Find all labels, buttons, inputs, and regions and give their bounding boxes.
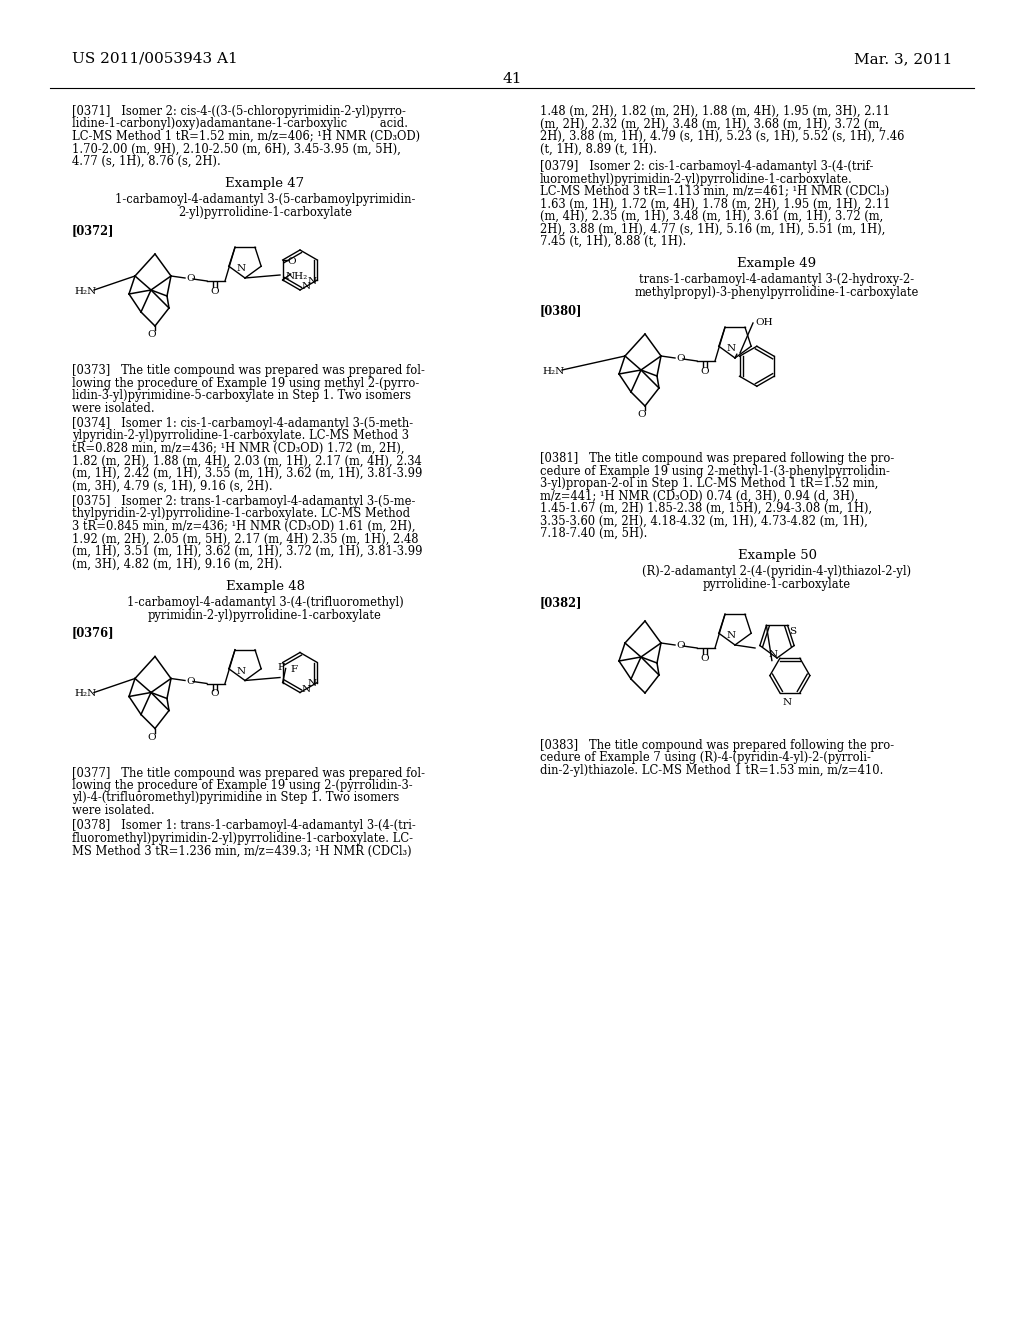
Text: N: N <box>302 685 311 693</box>
Text: [0372]: [0372] <box>72 224 115 238</box>
Text: 1.82 (m, 2H), 1.88 (m, 4H), 2.03 (m, 1H), 2.17 (m, 4H), 2.34: 1.82 (m, 2H), 1.88 (m, 4H), 2.03 (m, 1H)… <box>72 454 422 467</box>
Text: N: N <box>237 667 246 676</box>
Text: ylpyridin-2-yl)pyrrolidine-1-carboxylate. LC-MS Method 3: ylpyridin-2-yl)pyrrolidine-1-carboxylate… <box>72 429 409 442</box>
Text: [0376]: [0376] <box>72 627 115 639</box>
Text: [0380]: [0380] <box>540 304 583 317</box>
Text: F: F <box>291 664 298 673</box>
Text: lowing the procedure of Example 19 using 2-(pyrrolidin-3-: lowing the procedure of Example 19 using… <box>72 779 413 792</box>
Text: O: O <box>211 286 219 296</box>
Text: (R)-2-adamantyl 2-(4-(pyridin-4-yl)thiazol-2-yl): (R)-2-adamantyl 2-(4-(pyridin-4-yl)thiaz… <box>642 565 911 578</box>
Text: (t, 1H), 8.89 (t, 1H).: (t, 1H), 8.89 (t, 1H). <box>540 143 657 156</box>
Text: [0373]   The title compound was prepared was prepared fol-: [0373] The title compound was prepared w… <box>72 364 425 378</box>
Text: m/z=441; ¹H NMR (CD₃OD) 0.74 (d, 3H), 0.94 (d, 3H),: m/z=441; ¹H NMR (CD₃OD) 0.74 (d, 3H), 0.… <box>540 490 858 503</box>
Text: LC-MS Method 1 tR=1.52 min, m/z=406; ¹H NMR (CD₃OD): LC-MS Method 1 tR=1.52 min, m/z=406; ¹H … <box>72 129 420 143</box>
Text: NH₂: NH₂ <box>286 272 308 281</box>
Text: trans-1-carbamoyl-4-adamantyl 3-(2-hydroxy-2-: trans-1-carbamoyl-4-adamantyl 3-(2-hydro… <box>639 273 914 286</box>
Text: methylpropyl)-3-phenylpyrrolidine-1-carboxylate: methylpropyl)-3-phenylpyrrolidine-1-carb… <box>635 286 920 300</box>
Text: MS Method 3 tR=1.236 min, m/z=439.3; ¹H NMR (CDCl₃): MS Method 3 tR=1.236 min, m/z=439.3; ¹H … <box>72 845 412 858</box>
Text: were isolated.: were isolated. <box>72 804 155 817</box>
Text: O: O <box>676 354 685 363</box>
Text: N: N <box>302 282 311 290</box>
Text: O: O <box>638 411 646 418</box>
Text: (m, 3H), 4.82 (m, 1H), 9.16 (m, 2H).: (m, 3H), 4.82 (m, 1H), 9.16 (m, 2H). <box>72 557 283 570</box>
Text: O: O <box>211 689 219 698</box>
Text: (m, 3H), 4.79 (s, 1H), 9.16 (s, 2H).: (m, 3H), 4.79 (s, 1H), 9.16 (s, 2H). <box>72 479 272 492</box>
Text: F: F <box>278 663 285 672</box>
Text: N: N <box>726 631 735 640</box>
Text: (m, 1H), 3.51 (m, 1H), 3.62 (m, 1H), 3.72 (m, 1H), 3.81-3.99: (m, 1H), 3.51 (m, 1H), 3.62 (m, 1H), 3.7… <box>72 545 423 558</box>
Text: 1-carbamoyl-4-adamantyl 3-(5-carbamoylpyrimidin-: 1-carbamoyl-4-adamantyl 3-(5-carbamoylpy… <box>115 194 415 206</box>
Text: Example 47: Example 47 <box>225 177 304 190</box>
Text: luoromethyl)pyrimidin-2-yl)pyrrolidine-1-carboxylate.: luoromethyl)pyrimidin-2-yl)pyrrolidine-1… <box>540 173 853 186</box>
Text: pyrimidin-2-yl)pyrrolidine-1-carboxylate: pyrimidin-2-yl)pyrrolidine-1-carboxylate <box>148 609 382 622</box>
Text: O: O <box>147 733 157 742</box>
Text: O: O <box>147 330 157 339</box>
Text: 3-yl)propan-2-ol in Step 1. LC-MS Method 1 tR=1.52 min,: 3-yl)propan-2-ol in Step 1. LC-MS Method… <box>540 477 879 490</box>
Text: 3 tR=0.845 min, m/z=436; ¹H NMR (CD₃OD) 1.61 (m, 2H),: 3 tR=0.845 min, m/z=436; ¹H NMR (CD₃OD) … <box>72 520 416 533</box>
Text: [0382]: [0382] <box>540 597 583 609</box>
Text: 7.18-7.40 (m, 5H).: 7.18-7.40 (m, 5H). <box>540 527 647 540</box>
Text: yl)-4-(trifluoromethyl)pyrimidine in Step 1. Two isomers: yl)-4-(trifluoromethyl)pyrimidine in Ste… <box>72 792 399 804</box>
Text: 1.70-2.00 (m, 9H), 2.10-2.50 (m, 6H), 3.45-3.95 (m, 5H),: 1.70-2.00 (m, 9H), 2.10-2.50 (m, 6H), 3.… <box>72 143 400 156</box>
Text: 4.77 (s, 1H), 8.76 (s, 2H).: 4.77 (s, 1H), 8.76 (s, 2H). <box>72 154 221 168</box>
Text: N: N <box>237 264 246 273</box>
Text: 1-carbamoyl-4-adamantyl 3-(4-(trifluoromethyl): 1-carbamoyl-4-adamantyl 3-(4-(trifluorom… <box>127 597 403 609</box>
Text: H₂N: H₂N <box>74 286 96 296</box>
Text: Example 49: Example 49 <box>737 257 816 271</box>
Text: lidine-1-carbonyl)oxy)adamantane-1-carboxylic         acid.: lidine-1-carbonyl)oxy)adamantane-1-carbo… <box>72 117 408 131</box>
Text: pyrrolidine-1-carboxylate: pyrrolidine-1-carboxylate <box>702 578 851 591</box>
Text: (m, 4H), 2.35 (m, 1H), 3.48 (m, 1H), 3.61 (m, 1H), 3.72 (m,: (m, 4H), 2.35 (m, 1H), 3.48 (m, 1H), 3.6… <box>540 210 884 223</box>
Text: [0379]   Isomer 2: cis-1-carbamoyl-4-adamantyl 3-(4-(trif-: [0379] Isomer 2: cis-1-carbamoyl-4-adama… <box>540 160 873 173</box>
Text: 2H), 3.88 (m, 1H), 4.77 (s, 1H), 5.16 (m, 1H), 5.51 (m, 1H),: 2H), 3.88 (m, 1H), 4.77 (s, 1H), 5.16 (m… <box>540 223 886 235</box>
Text: N: N <box>307 680 316 689</box>
Text: O: O <box>700 653 710 663</box>
Text: [0381]   The title compound was prepared following the pro-: [0381] The title compound was prepared f… <box>540 451 894 465</box>
Text: O: O <box>700 367 710 376</box>
Text: fluoromethyl)pyrimidin-2-yl)pyrrolidine-1-carboxylate. LC-: fluoromethyl)pyrimidin-2-yl)pyrrolidine-… <box>72 832 413 845</box>
Text: O: O <box>186 275 195 282</box>
Text: H₂N: H₂N <box>74 689 96 698</box>
Text: O: O <box>288 257 296 267</box>
Text: were isolated.: were isolated. <box>72 401 155 414</box>
Text: cedure of Example 19 using 2-methyl-1-(3-phenylpyrrolidin-: cedure of Example 19 using 2-methyl-1-(3… <box>540 465 890 478</box>
Text: 1.45-1.67 (m, 2H) 1.85-2.38 (m, 15H), 2.94-3.08 (m, 1H),: 1.45-1.67 (m, 2H) 1.85-2.38 (m, 15H), 2.… <box>540 502 872 515</box>
Text: O: O <box>676 642 685 649</box>
Text: [0371]   Isomer 2: cis-4-((3-(5-chloropyrimidin-2-yl)pyrro-: [0371] Isomer 2: cis-4-((3-(5-chloropyri… <box>72 106 406 117</box>
Text: din-2-yl)thiazole. LC-MS Method 1 tR=1.53 min, m/z=410.: din-2-yl)thiazole. LC-MS Method 1 tR=1.5… <box>540 764 884 777</box>
Text: US 2011/0053943 A1: US 2011/0053943 A1 <box>72 51 238 66</box>
Text: tR=0.828 min, m/z=436; ¹H NMR (CD₃OD) 1.72 (m, 2H),: tR=0.828 min, m/z=436; ¹H NMR (CD₃OD) 1.… <box>72 442 404 455</box>
Text: (m, 1H), 2.42 (m, 1H), 3.55 (m, 1H), 3.62 (m, 1H), 3.81-3.99: (m, 1H), 2.42 (m, 1H), 3.55 (m, 1H), 3.6… <box>72 467 422 480</box>
Text: S: S <box>790 627 797 636</box>
Text: 1.92 (m, 2H), 2.05 (m, 5H), 2.17 (m, 4H) 2.35 (m, 1H), 2.48: 1.92 (m, 2H), 2.05 (m, 5H), 2.17 (m, 4H)… <box>72 532 419 545</box>
Text: N: N <box>726 345 735 352</box>
Text: N: N <box>307 277 316 286</box>
Text: Example 48: Example 48 <box>225 579 304 593</box>
Text: [0375]   Isomer 2: trans-1-carbamoyl-4-adamantyl 3-(5-me-: [0375] Isomer 2: trans-1-carbamoyl-4-ada… <box>72 495 416 508</box>
Text: [0378]   Isomer 1: trans-1-carbamoyl-4-adamantyl 3-(4-(tri-: [0378] Isomer 1: trans-1-carbamoyl-4-ada… <box>72 820 416 833</box>
Text: thylpyridin-2-yl)pyrrolidine-1-carboxylate. LC-MS Method: thylpyridin-2-yl)pyrrolidine-1-carboxyla… <box>72 507 411 520</box>
Text: (m, 2H), 2.32 (m, 2H), 3.48 (m, 1H), 3.68 (m, 1H), 3.72 (m,: (m, 2H), 2.32 (m, 2H), 3.48 (m, 1H), 3.6… <box>540 117 883 131</box>
Text: Example 50: Example 50 <box>737 549 816 562</box>
Text: Mar. 3, 2011: Mar. 3, 2011 <box>854 51 952 66</box>
Text: lidin-3-yl)pyrimidine-5-carboxylate in Step 1. Two isomers: lidin-3-yl)pyrimidine-5-carboxylate in S… <box>72 389 411 403</box>
Text: [0383]   The title compound was prepared following the pro-: [0383] The title compound was prepared f… <box>540 739 894 752</box>
Text: cedure of Example 7 using (R)-4-(pyridin-4-yl)-2-(pyrroli-: cedure of Example 7 using (R)-4-(pyridin… <box>540 751 870 764</box>
Text: H₂N: H₂N <box>542 367 564 376</box>
Text: 7.45 (t, 1H), 8.88 (t, 1H).: 7.45 (t, 1H), 8.88 (t, 1H). <box>540 235 686 248</box>
Text: 1.63 (m, 1H), 1.72 (m, 4H), 1.78 (m, 2H), 1.95 (m, 1H), 2.11: 1.63 (m, 1H), 1.72 (m, 4H), 1.78 (m, 2H)… <box>540 198 891 210</box>
Text: 3.35-3.60 (m, 2H), 4.18-4.32 (m, 1H), 4.73-4.82 (m, 1H),: 3.35-3.60 (m, 2H), 4.18-4.32 (m, 1H), 4.… <box>540 515 868 528</box>
Text: N: N <box>782 697 792 706</box>
Text: 41: 41 <box>502 73 522 86</box>
Text: [0377]   The title compound was prepared was prepared fol-: [0377] The title compound was prepared w… <box>72 767 425 780</box>
Text: [0374]   Isomer 1: cis-1-carbamoyl-4-adamantyl 3-(5-meth-: [0374] Isomer 1: cis-1-carbamoyl-4-adama… <box>72 417 413 430</box>
Text: OH: OH <box>755 318 773 327</box>
Text: lowing the procedure of Example 19 using methyl 2-(pyrro-: lowing the procedure of Example 19 using… <box>72 376 419 389</box>
Text: O: O <box>186 676 195 685</box>
Text: 1.48 (m, 2H), 1.82 (m, 2H), 1.88 (m, 4H), 1.95 (m, 3H), 2.11: 1.48 (m, 2H), 1.82 (m, 2H), 1.88 (m, 4H)… <box>540 106 890 117</box>
Text: 2H), 3.88 (m, 1H), 4.79 (s, 1H), 5.23 (s, 1H), 5.52 (s, 1H), 7.46: 2H), 3.88 (m, 1H), 4.79 (s, 1H), 5.23 (s… <box>540 129 904 143</box>
Text: 2-yl)pyrrolidine-1-carboxylate: 2-yl)pyrrolidine-1-carboxylate <box>178 206 352 219</box>
Text: LC-MS Method 3 tR=1.113 min, m/z=461; ¹H NMR (CDCl₃): LC-MS Method 3 tR=1.113 min, m/z=461; ¹H… <box>540 185 889 198</box>
Text: N: N <box>769 649 778 659</box>
